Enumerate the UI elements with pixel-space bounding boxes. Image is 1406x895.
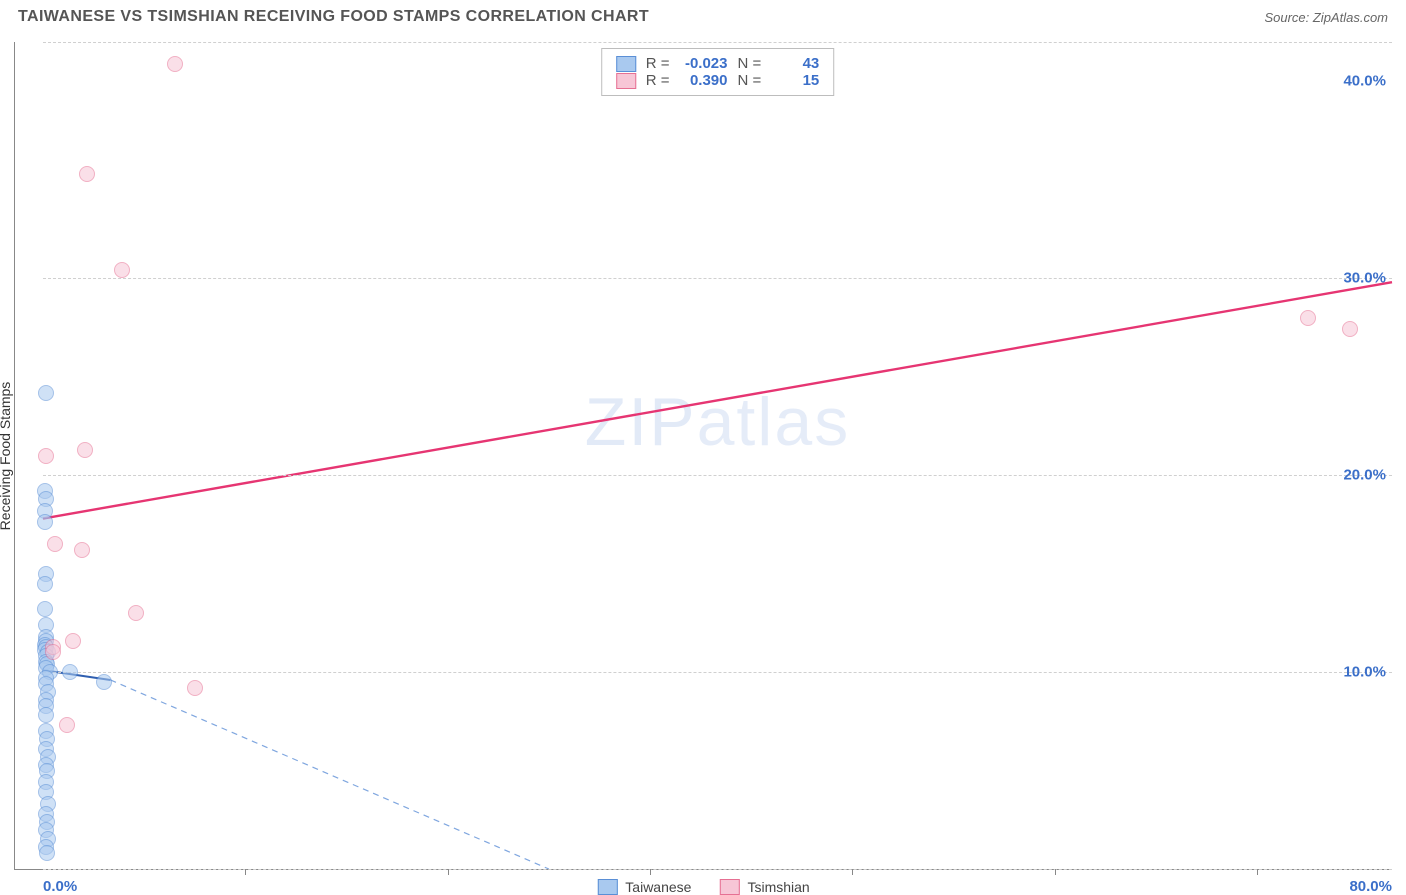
stat-n-label: N = xyxy=(738,72,762,89)
data-point xyxy=(1300,310,1316,326)
legend-swatch xyxy=(616,56,636,72)
x-tick xyxy=(245,869,246,875)
stat-r-value: -0.023 xyxy=(680,55,728,72)
data-point xyxy=(74,542,90,558)
regression-lines xyxy=(43,42,1392,869)
legend: Taiwanese Tsimshian xyxy=(597,879,809,895)
data-point xyxy=(96,674,112,690)
data-point xyxy=(37,576,53,592)
legend-label: Tsimshian xyxy=(747,879,809,895)
stat-r-label: R = xyxy=(646,72,670,89)
x-tick-label: 80.0% xyxy=(1349,878,1392,895)
gridline xyxy=(43,278,1392,279)
stat-r-label: R = xyxy=(646,55,670,72)
watermark: ZIPatlas xyxy=(585,383,850,461)
legend-swatch xyxy=(616,73,636,89)
gridline xyxy=(43,672,1392,673)
y-tick-label: 20.0% xyxy=(1343,467,1386,484)
stat-n-value: 43 xyxy=(771,55,819,72)
chart-area: Receiving Food Stamps ZIPatlas R =-0.023… xyxy=(14,42,1392,870)
data-point xyxy=(38,448,54,464)
stat-n-value: 15 xyxy=(771,72,819,89)
stats-row: R = 0.390 N = 15 xyxy=(616,72,820,89)
data-point xyxy=(62,664,78,680)
data-point xyxy=(167,56,183,72)
data-point xyxy=(79,166,95,182)
source-attribution: Source: ZipAtlas.com xyxy=(1264,10,1388,25)
y-tick-label: 10.0% xyxy=(1343,664,1386,681)
stats-row: R = -0.023 N = 43 xyxy=(616,55,820,72)
gridline xyxy=(43,475,1392,476)
x-tick xyxy=(852,869,853,875)
gridline xyxy=(43,42,1392,43)
data-point xyxy=(59,717,75,733)
y-axis-label: Receiving Food Stamps xyxy=(0,381,13,530)
data-point xyxy=(128,605,144,621)
data-point xyxy=(65,633,81,649)
data-point xyxy=(45,644,61,660)
x-tick xyxy=(1055,869,1056,875)
y-tick-label: 30.0% xyxy=(1343,270,1386,287)
data-point xyxy=(47,536,63,552)
data-point xyxy=(38,385,54,401)
x-tick xyxy=(448,869,449,875)
legend-swatch xyxy=(719,879,739,895)
y-tick-label: 40.0% xyxy=(1343,73,1386,90)
data-point xyxy=(37,601,53,617)
stat-n-label: N = xyxy=(738,55,762,72)
chart-title: TAIWANESE VS TSIMSHIAN RECEIVING FOOD ST… xyxy=(18,8,649,26)
x-tick xyxy=(1257,869,1258,875)
legend-label: Taiwanese xyxy=(625,879,691,895)
x-tick xyxy=(650,869,651,875)
data-point xyxy=(77,442,93,458)
legend-item: Taiwanese xyxy=(597,879,691,895)
stat-r-value: 0.390 xyxy=(680,72,728,89)
x-tick-label: 0.0% xyxy=(43,878,77,895)
legend-swatch xyxy=(597,879,617,895)
data-point xyxy=(37,514,53,530)
stats-legend-box: R = -0.023 N = 43 R = 0.390 N = 15 xyxy=(601,48,835,96)
data-point xyxy=(1342,321,1358,337)
data-point xyxy=(39,845,55,861)
data-point xyxy=(187,680,203,696)
plot-region: ZIPatlas R = -0.023 N = 43 R = 0.390 N = 15 10.… xyxy=(43,42,1392,869)
data-point xyxy=(114,262,130,278)
legend-item: Tsimshian xyxy=(719,879,809,895)
data-point xyxy=(38,707,54,723)
